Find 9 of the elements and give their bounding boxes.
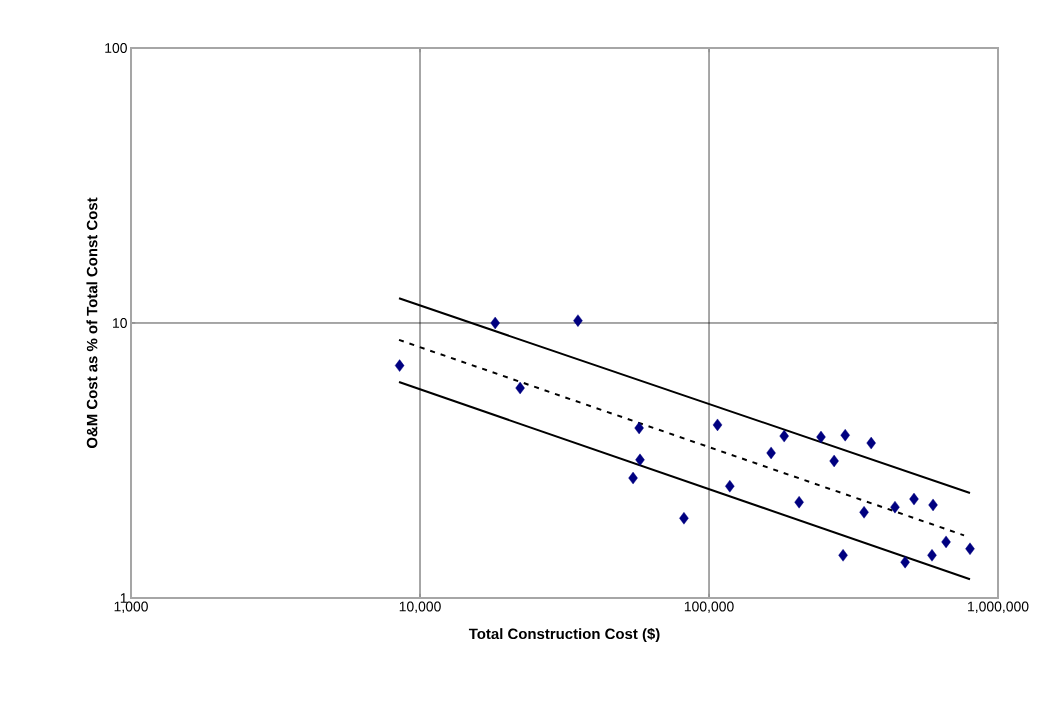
y-tick-label: 100	[105, 43, 127, 53]
y-tick-label: 1	[120, 593, 127, 603]
x-tick-label: 10,000	[399, 601, 441, 614]
y-axis-title: O&M Cost as % of Total Const Cost	[86, 197, 98, 449]
x-tick-label: 1,000,000	[968, 601, 1029, 614]
y-tick-label: 10	[113, 318, 127, 328]
x-tick-label: 1,000	[114, 601, 148, 614]
x-axis-title: Total Construction Cost ($)	[468, 627, 660, 643]
x-tick-label: 100,000	[684, 601, 734, 614]
